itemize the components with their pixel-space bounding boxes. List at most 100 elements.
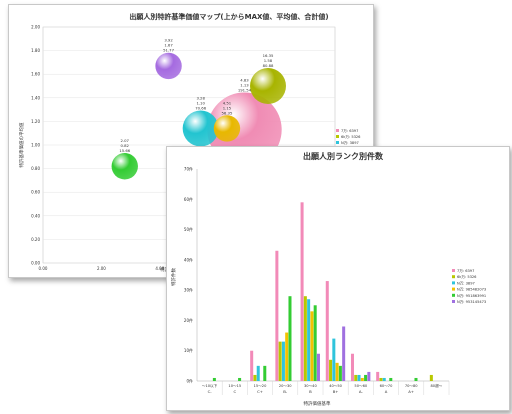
bar xyxy=(350,353,354,381)
bubble-data-label: 1.67 xyxy=(164,43,173,48)
y-tick-label: 60件 xyxy=(184,196,193,202)
y-tick-label: 0件 xyxy=(186,378,193,384)
bar xyxy=(275,250,279,381)
bubble xyxy=(155,52,182,80)
bar xyxy=(335,362,339,381)
category-label: 10〜15 xyxy=(228,384,241,388)
legend-label: N万: 951863991 xyxy=(457,294,486,298)
bar xyxy=(342,326,346,381)
y-tick-label: 0.80 xyxy=(31,166,40,171)
legend-swatch xyxy=(452,300,455,303)
legend-swatch xyxy=(336,129,339,132)
bubble xyxy=(182,110,219,147)
bar xyxy=(288,296,292,381)
bubble-data-label: 2.07 xyxy=(121,138,130,143)
bar xyxy=(238,377,242,381)
y-tick-label: 1.60 xyxy=(31,72,40,77)
bar xyxy=(316,353,320,381)
bar xyxy=(429,374,433,381)
bubble-data-label: 56.35 xyxy=(222,110,233,115)
legend-swatch xyxy=(452,269,455,272)
bar xyxy=(285,332,289,381)
x-tick-label: 4.00 xyxy=(155,266,164,271)
bar xyxy=(253,374,257,381)
y-tick-label: 1.00 xyxy=(31,143,40,148)
bar xyxy=(300,202,304,381)
y-tick-label: 20件 xyxy=(184,317,193,323)
category-label: 30〜40 xyxy=(304,384,317,388)
y-tick-label: 2.00 xyxy=(31,25,40,30)
x-tick-label: 2.00 xyxy=(97,266,106,271)
bar xyxy=(364,374,368,381)
bar-chart-title: 出願人別ランク別件数 xyxy=(303,151,384,161)
x-tick-label: 0.00 xyxy=(39,266,48,271)
bar xyxy=(357,374,361,381)
bubble-chart-ylabel: 特許基準価値の平均値 xyxy=(18,122,25,167)
bar xyxy=(414,377,418,381)
bar xyxy=(360,377,364,381)
bar xyxy=(256,365,260,381)
legend-label: N万: 3897 xyxy=(457,281,475,285)
bubble-data-label: 15.66 xyxy=(119,148,130,153)
y-tick-label: 10件 xyxy=(184,347,193,353)
legend-label: 7万: 6397 xyxy=(341,129,358,133)
legend-label: N万: 985482073 xyxy=(457,288,486,292)
bar xyxy=(367,371,371,381)
legend-swatch xyxy=(452,281,455,285)
legend-swatch xyxy=(452,293,455,297)
legend-swatch xyxy=(336,141,339,144)
y-tick-label: 40件 xyxy=(184,256,193,262)
bubble-data-label: 70.66 xyxy=(195,105,206,110)
bubble-data-label: 1.15 xyxy=(223,105,232,110)
bar xyxy=(278,341,282,381)
legend-label: 7万: 6397 xyxy=(457,269,474,273)
bar xyxy=(329,359,333,381)
y-tick-label: 0.40 xyxy=(31,213,40,218)
y-tick-label: 1.20 xyxy=(31,119,40,124)
bar xyxy=(338,365,342,381)
legend-swatch xyxy=(452,287,455,291)
category-label: 40〜50 xyxy=(329,384,342,388)
bubble-data-label: 16.35 xyxy=(263,53,274,58)
bubble-data-label: 1.13 xyxy=(240,82,249,87)
category-label: 20〜30 xyxy=(279,384,292,388)
bubble-chart-xlabel: 特許 xyxy=(160,266,169,273)
bar xyxy=(376,371,380,381)
bar xyxy=(313,305,317,381)
bubble-data-label: 80.88 xyxy=(263,63,274,68)
bar xyxy=(389,377,393,381)
legend-label: N万: 3897 xyxy=(341,141,359,145)
bar xyxy=(307,299,311,381)
bar xyxy=(379,377,383,381)
bubble-data-label: 0.82 xyxy=(121,143,130,148)
bubble xyxy=(111,153,138,180)
bar-chart-window: 出願人別ランク別件数 0件 10件 20件 30件 40件 50件 60件 70件 〜10以下 C… xyxy=(166,146,510,411)
bar xyxy=(354,374,358,381)
y-tick-label: 50件 xyxy=(184,226,193,232)
bubble xyxy=(250,68,286,104)
category-label: 80超〜 xyxy=(431,383,443,388)
category-label: 50〜60 xyxy=(354,384,367,388)
y-tick-label: 0.20 xyxy=(31,237,40,242)
rank-label: C xyxy=(233,389,236,394)
rank-label: A+ xyxy=(408,389,414,394)
legend-label: N万: 953145473 xyxy=(457,300,486,304)
y-tick-label: 30件 xyxy=(184,287,193,293)
bar xyxy=(212,377,216,381)
category-label: 15〜20 xyxy=(254,384,267,388)
y-tick-label: 70件 xyxy=(184,166,193,172)
bar xyxy=(250,350,254,381)
bubble-data-label: 1.10 xyxy=(196,100,205,105)
category-label: 70〜80 xyxy=(405,384,418,388)
bubble xyxy=(213,115,241,142)
bar-chart: 出願人別ランク別件数 0件10件20件30件40件50件60件70件〜10以下C… xyxy=(170,151,486,407)
bar xyxy=(263,365,267,381)
legend-label: 6k万: 5326 xyxy=(457,275,477,279)
rank-label: B- xyxy=(283,389,288,394)
rank-label: B+ xyxy=(333,389,339,394)
bar-chart-xlabel: 特許価値基準 xyxy=(304,400,331,407)
bar xyxy=(332,338,336,381)
rank-label: B xyxy=(309,389,312,394)
y-tick-label: 1.40 xyxy=(31,95,40,100)
rank-label: C+ xyxy=(257,389,263,394)
